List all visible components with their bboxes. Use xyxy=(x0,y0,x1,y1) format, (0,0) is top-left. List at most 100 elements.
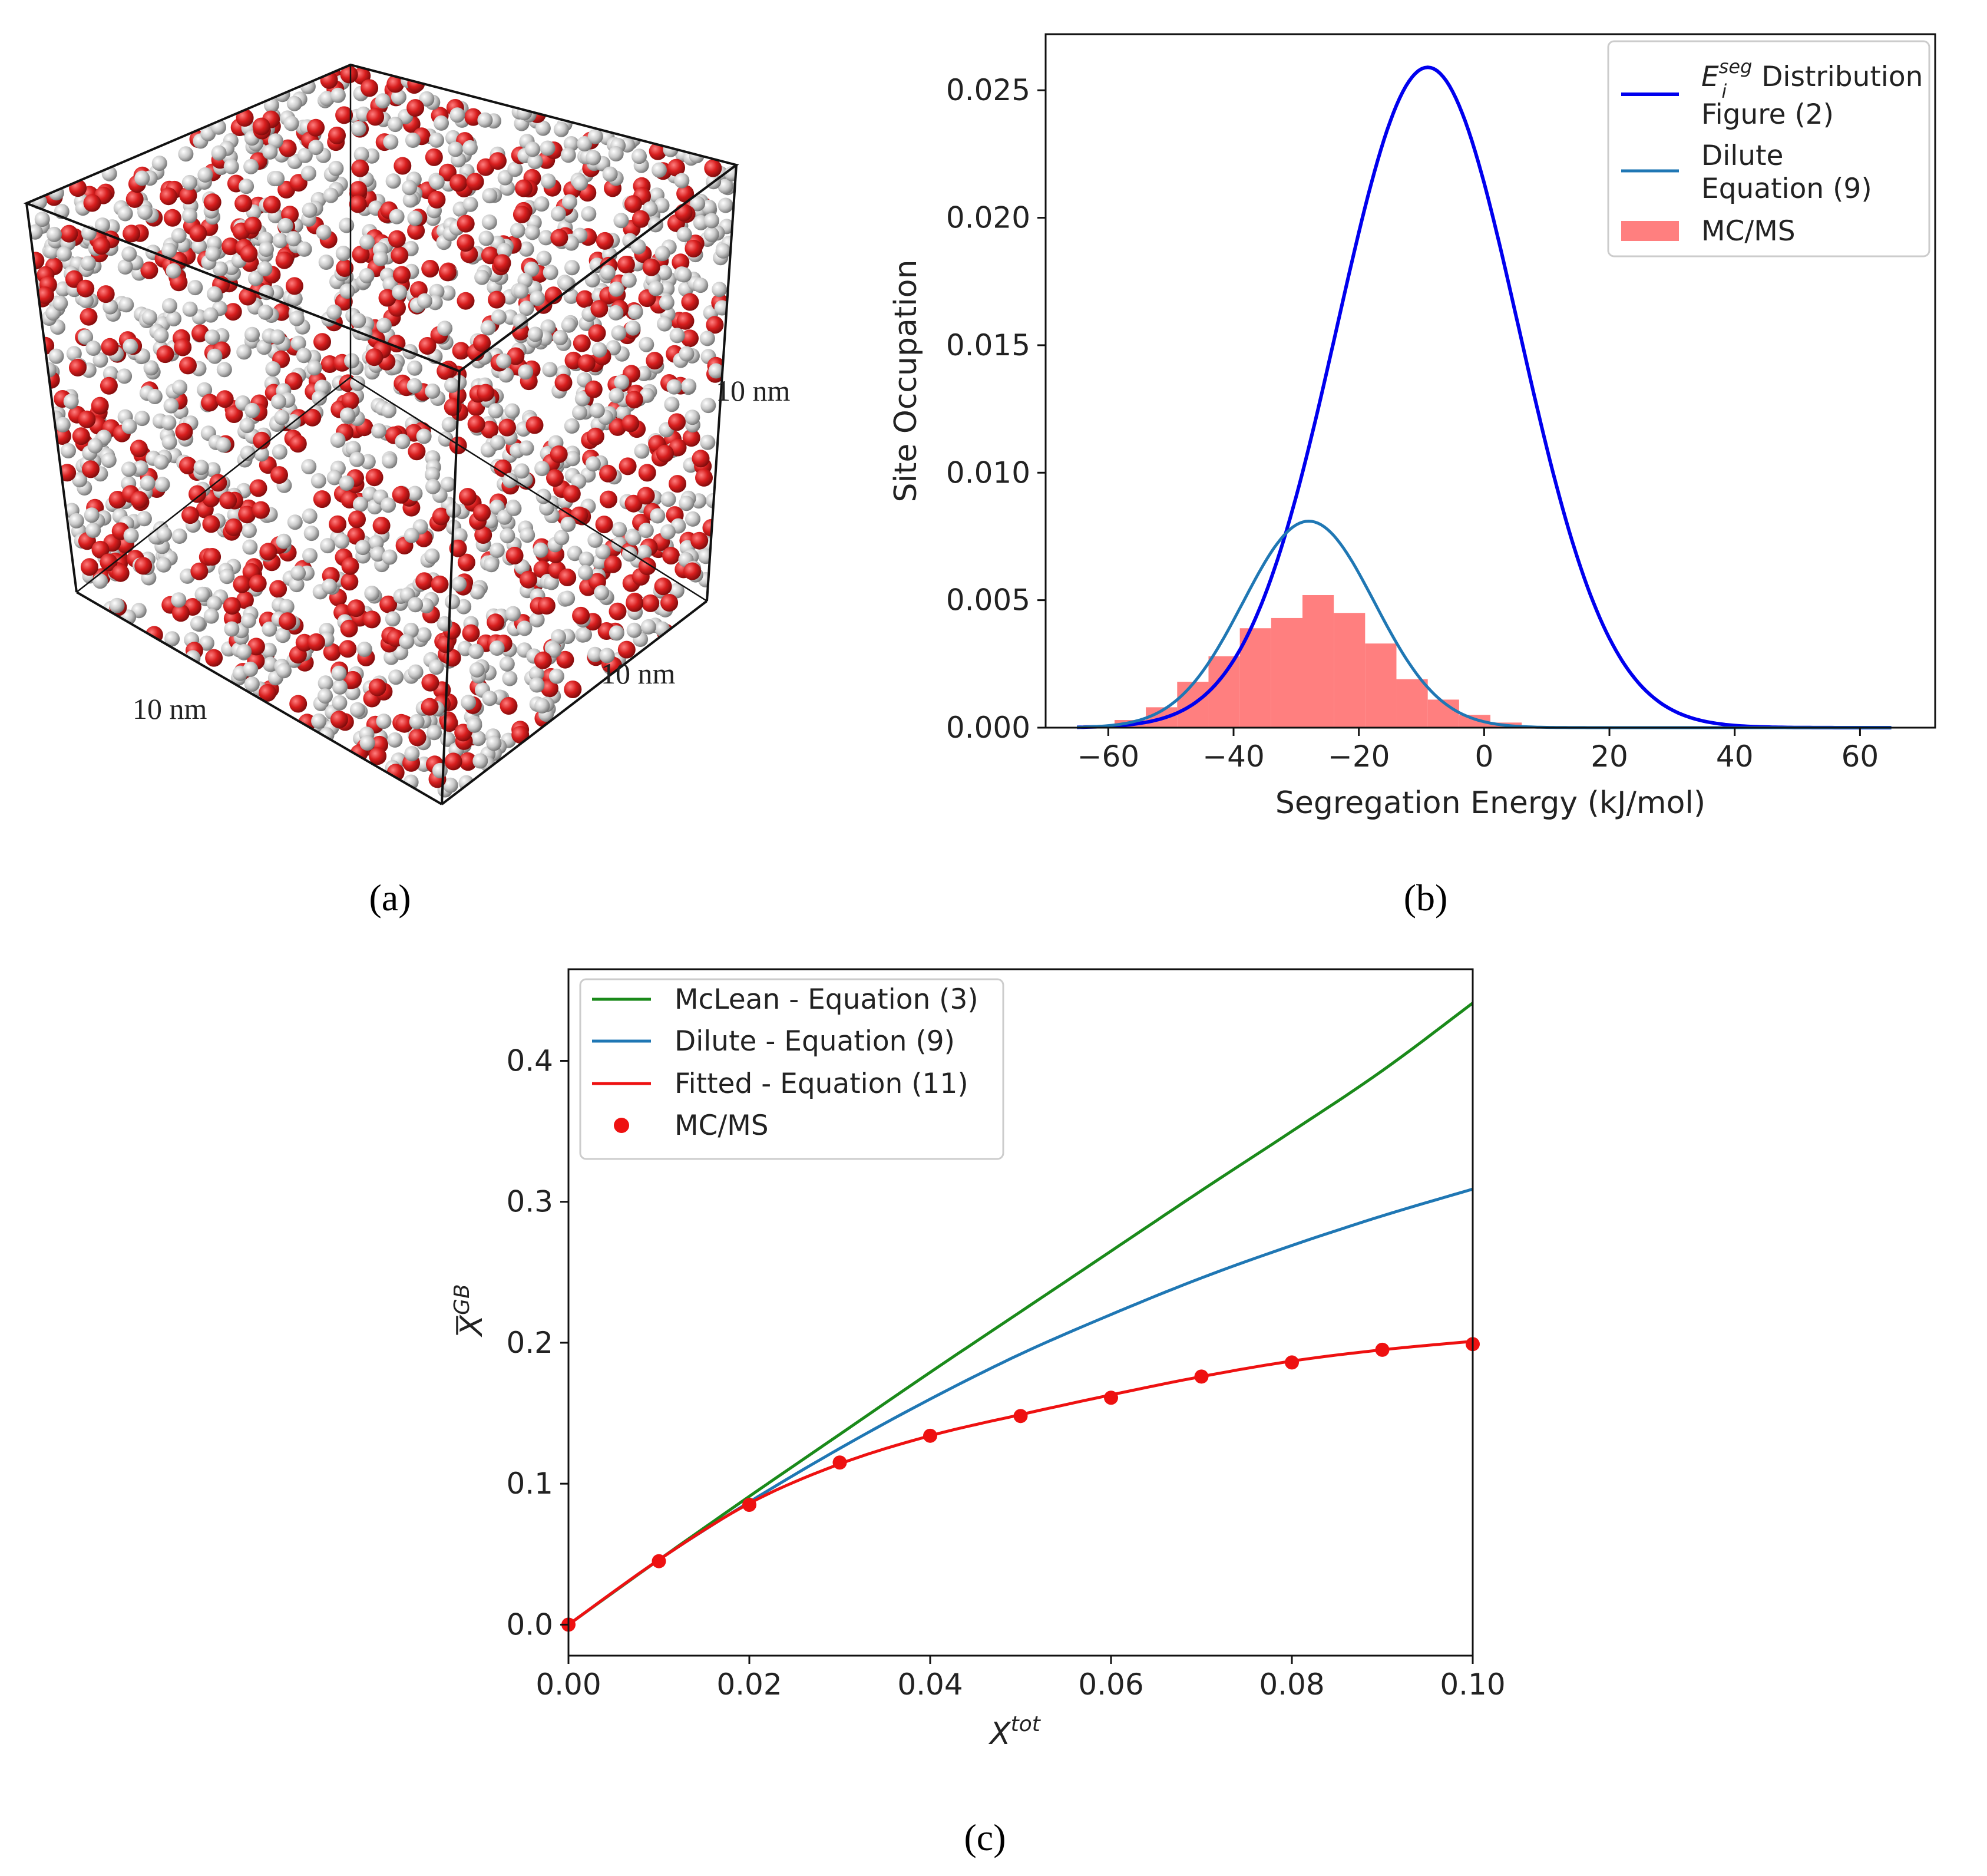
host-atom xyxy=(154,477,170,493)
host-atom xyxy=(399,633,415,649)
solute-atom xyxy=(515,179,533,197)
host-atom xyxy=(659,295,675,311)
hist-bar xyxy=(1396,679,1428,728)
hist-bar xyxy=(1239,628,1271,728)
host-atom xyxy=(349,451,365,467)
solute-atom xyxy=(520,570,537,589)
host-atom xyxy=(676,226,692,242)
solute-atom xyxy=(339,640,357,658)
y-axis-text: XGB xyxy=(450,1284,490,1337)
solute-atom xyxy=(695,468,713,487)
data-point-mcms xyxy=(1194,1369,1209,1384)
solute-atom xyxy=(625,391,643,409)
solute-atom xyxy=(488,290,506,309)
host-atom xyxy=(452,528,468,544)
solute-atom xyxy=(239,288,257,306)
host-atom xyxy=(560,516,576,532)
legend-label-dilute-line2: Equation (9) xyxy=(1701,173,1872,205)
host-atom xyxy=(205,246,221,262)
host-atom xyxy=(546,642,562,658)
solute-atom xyxy=(513,206,531,223)
host-atom xyxy=(392,285,408,300)
host-atom xyxy=(290,565,306,581)
host-atom xyxy=(194,586,210,602)
host-atom xyxy=(416,428,432,444)
solute-atom xyxy=(174,338,192,356)
data-point-mcms xyxy=(923,1428,937,1443)
solute-atom xyxy=(577,354,596,372)
host-atom xyxy=(525,141,540,157)
host-atom xyxy=(550,206,566,222)
host-atom xyxy=(669,583,685,599)
host-atom xyxy=(302,508,318,524)
host-atom xyxy=(449,107,465,123)
host-atom xyxy=(277,217,293,233)
host-atom xyxy=(640,619,656,635)
host-atom xyxy=(581,206,597,222)
host-atom xyxy=(117,206,133,222)
solute-atom xyxy=(97,285,115,303)
host-atom xyxy=(265,361,281,376)
y-axis-symbol: X xyxy=(454,1314,490,1338)
solute-atom xyxy=(101,338,119,356)
host-atom xyxy=(634,443,650,459)
host-atom xyxy=(382,453,398,469)
host-atom xyxy=(287,290,303,306)
solute-atom xyxy=(599,464,617,483)
host-atom xyxy=(474,269,490,285)
solute-atom xyxy=(493,254,511,272)
solute-atom xyxy=(550,229,568,247)
host-atom xyxy=(339,475,355,491)
host-atom xyxy=(408,597,424,613)
host-atom xyxy=(407,485,423,501)
host-atom xyxy=(685,511,700,527)
host-atom xyxy=(375,93,391,109)
host-atom xyxy=(207,348,223,364)
solute-atom xyxy=(244,216,262,234)
legend-label-rest: Distribution xyxy=(1753,61,1923,93)
host-atom xyxy=(630,239,646,255)
solute-atom xyxy=(626,594,644,612)
solute-atom xyxy=(279,139,297,157)
solute-atom xyxy=(467,415,485,433)
host-atom xyxy=(490,435,505,451)
host-atom xyxy=(312,390,327,406)
host-atom xyxy=(244,676,260,692)
solute-atom xyxy=(249,574,267,593)
solute-atom xyxy=(406,99,425,117)
x-axis-symbol: X xyxy=(988,1716,1011,1752)
host-atom xyxy=(437,321,453,336)
host-atom xyxy=(61,443,76,458)
solute-atom xyxy=(467,398,485,417)
host-atom xyxy=(370,546,386,562)
legend-label-distribution: Eseg i Distribution xyxy=(1701,55,1923,103)
x-axis-label: Segregation Energy (kJ/mol) xyxy=(1275,785,1705,821)
host-atom xyxy=(701,199,717,215)
y-tick-label: 0.000 xyxy=(946,711,1030,745)
solute-atom xyxy=(361,79,379,97)
host-atom xyxy=(269,171,285,187)
solute-atom xyxy=(477,384,495,402)
solute-atom xyxy=(240,245,258,263)
solute-atom xyxy=(179,356,197,375)
host-atom xyxy=(560,590,576,606)
host-atom xyxy=(669,328,685,344)
host-atom xyxy=(121,246,137,262)
host-atom xyxy=(608,146,624,161)
host-atom xyxy=(632,148,647,164)
host-atom xyxy=(311,713,327,729)
solute-atom xyxy=(669,475,686,493)
host-atom xyxy=(190,616,206,632)
host-atom xyxy=(157,526,172,542)
host-atom xyxy=(488,403,504,419)
solute-atom xyxy=(72,427,90,445)
legend-subscript: i xyxy=(1721,80,1727,103)
host-atom xyxy=(182,207,197,223)
host-atom xyxy=(121,418,137,434)
host-atom xyxy=(404,527,419,543)
solute-atom xyxy=(660,594,679,612)
host-atom xyxy=(339,283,355,299)
host-atom xyxy=(534,461,550,477)
solute-atom xyxy=(534,651,552,669)
host-atom xyxy=(330,87,346,103)
